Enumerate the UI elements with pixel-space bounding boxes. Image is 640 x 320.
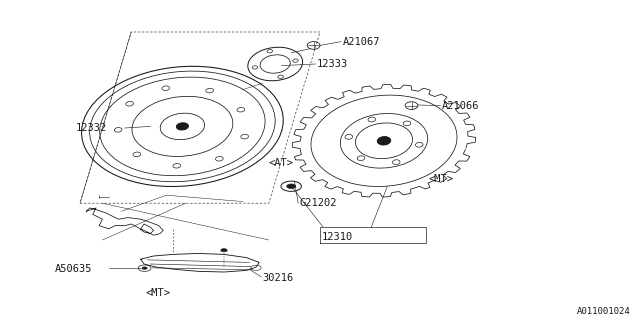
Text: <MT>: <MT> — [146, 288, 171, 298]
Text: 12333: 12333 — [317, 59, 348, 69]
Text: A21066: A21066 — [442, 100, 479, 111]
Text: G21202: G21202 — [300, 198, 337, 208]
Text: A21067: A21067 — [342, 36, 380, 47]
Text: <MT>: <MT> — [429, 174, 454, 184]
Text: 12332: 12332 — [76, 123, 107, 133]
Ellipse shape — [287, 184, 296, 188]
Text: A011001024: A011001024 — [577, 308, 630, 316]
Text: A50635: A50635 — [54, 264, 92, 274]
Ellipse shape — [142, 267, 147, 269]
Ellipse shape — [378, 137, 390, 145]
Text: <AT>: <AT> — [269, 158, 294, 168]
Ellipse shape — [177, 123, 188, 130]
Text: 30216: 30216 — [262, 273, 294, 284]
Text: 12310: 12310 — [321, 232, 353, 243]
Ellipse shape — [221, 249, 227, 252]
